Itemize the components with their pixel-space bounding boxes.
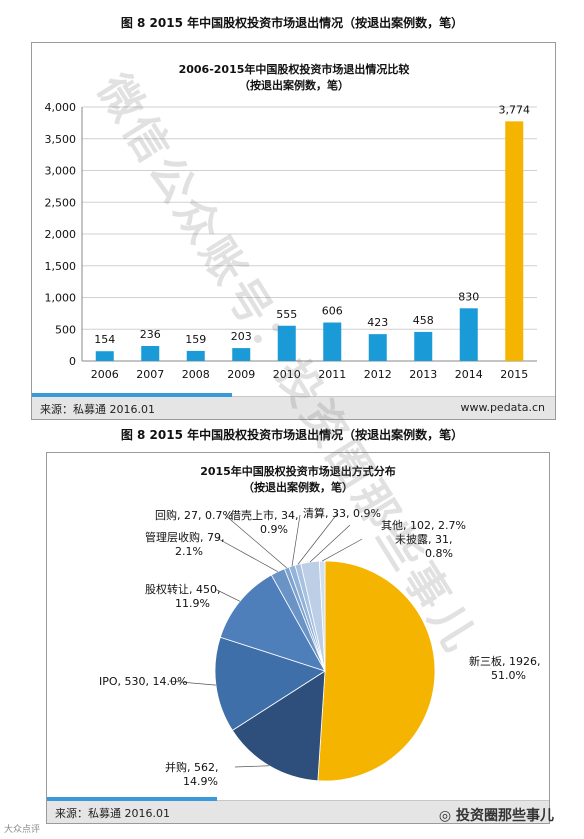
pie-leader-line bbox=[168, 680, 216, 686]
pie-slice-label-pct: 11.9% bbox=[175, 597, 210, 610]
bar bbox=[414, 331, 433, 361]
y-tick-label: 500 bbox=[55, 323, 76, 336]
bar-value-label: 236 bbox=[140, 328, 161, 341]
y-tick-label: 1,500 bbox=[45, 260, 77, 273]
footer-accent-bar bbox=[32, 393, 232, 397]
bar bbox=[323, 322, 342, 361]
bar-value-label: 555 bbox=[276, 308, 297, 321]
pie-leader-line bbox=[214, 588, 241, 602]
bar bbox=[141, 346, 160, 361]
y-tick-label: 3,000 bbox=[45, 165, 77, 178]
pie-chart-panel: 2015年中国股权投资市场退出方式分布 （按退出案例数，笔） 新三板, 1926, 5… bbox=[46, 452, 550, 824]
pie-slice-label: 其他, 102, 2.7% bbox=[381, 519, 466, 532]
pie-leader-line bbox=[297, 512, 339, 565]
x-tick-label: 2012 bbox=[364, 368, 392, 381]
pie-leader-line bbox=[234, 765, 270, 768]
pie-chart: 2015年中国股权投资市场退出方式分布 （按退出案例数，笔） 新三板, 1926,5… bbox=[99, 464, 540, 788]
bar-value-label: 154 bbox=[94, 333, 115, 346]
pie-slice-label: 并购, 562, bbox=[165, 760, 219, 774]
figure-title-top: 图 8 2015 年中国股权投资市场退出情况（按退出案例数，笔） bbox=[120, 16, 464, 30]
x-tick-label: 2015 bbox=[500, 368, 528, 381]
pie-slice bbox=[318, 560, 326, 672]
bar-value-label: 423 bbox=[367, 316, 388, 329]
bar-chart-title: 2006-2015年中国股权投资市场退出情况比较 bbox=[179, 62, 410, 76]
y-tick-label: 1,000 bbox=[45, 292, 77, 305]
pie-leader-line bbox=[214, 536, 278, 572]
pie-slice bbox=[317, 560, 436, 782]
pie-slice-label: 借壳上市, 34, bbox=[230, 508, 299, 522]
pie-slice-label: 股权转让, 450, bbox=[145, 582, 221, 596]
bar-value-label: 606 bbox=[322, 305, 343, 318]
pie-leader-line bbox=[291, 514, 301, 567]
x-tick-label: 2011 bbox=[318, 368, 346, 381]
pie-slice bbox=[231, 670, 326, 782]
footer-accent-pie bbox=[47, 797, 217, 801]
pie-slice-label: IPO, 530, 14.0% bbox=[99, 675, 187, 688]
bar bbox=[505, 121, 524, 361]
pie-chart-title: 2015年中国股权投资市场退出方式分布 bbox=[200, 464, 396, 478]
bar-source-label: 来源：私募通 2016.01 bbox=[40, 403, 155, 416]
pie-slice bbox=[214, 636, 326, 731]
wechat-icon: ◎ bbox=[438, 808, 456, 824]
y-tick-label: 2,500 bbox=[45, 196, 77, 209]
bar-chart: 2006-2015年中国股权投资市场退出情况比较 （按退出案例数，笔） 0 500 1,… bbox=[45, 62, 537, 381]
bar-value-label: 159 bbox=[185, 333, 206, 346]
x-tick-label: 2014 bbox=[455, 368, 483, 381]
pie-panel-footer: 来源：私募通 2016.01 bbox=[47, 797, 549, 823]
pie-slice-label: 新三板, 1926, bbox=[469, 654, 540, 668]
bar-chart-subtitle: （按退出案例数，笔） bbox=[239, 78, 349, 92]
pie-slice-label: 回购, 27, 0.7% bbox=[155, 508, 233, 522]
pie-leader-line bbox=[224, 514, 287, 569]
wechat-brand: ◎ 投资圈那些事儿 bbox=[439, 805, 554, 825]
x-tick-label: 2009 bbox=[227, 368, 255, 381]
pie-source-label: 来源：私募通 2016.01 bbox=[55, 807, 170, 820]
bar-panel-footer: 来源：私募通 2016.01 www.pedata.cn bbox=[32, 393, 555, 419]
x-tick-label: 2006 bbox=[91, 368, 119, 381]
pie-slice-label-pct: 0.8% bbox=[425, 547, 453, 560]
pie-slice-label-pct: 51.0% bbox=[491, 669, 526, 682]
y-tick-label: 4,000 bbox=[45, 101, 77, 114]
y-tick-label: 2,000 bbox=[45, 228, 77, 241]
bar bbox=[459, 308, 478, 361]
site-label: www.pedata.cn bbox=[460, 401, 545, 414]
pie-slice-label-pct: 14.9% bbox=[183, 775, 218, 788]
bar-value-label: 458 bbox=[413, 314, 434, 327]
y-tick-label: 3,500 bbox=[45, 133, 77, 146]
bar bbox=[186, 350, 205, 361]
pie-slice-label-pct: 2.1% bbox=[175, 545, 203, 558]
pie-leader-line bbox=[321, 538, 363, 562]
y-tick-label: 0 bbox=[69, 355, 76, 368]
bar bbox=[95, 351, 114, 361]
bar bbox=[368, 334, 387, 361]
bar-value-label: 3,774 bbox=[499, 103, 531, 116]
pie-slice-label-pct: 0.9% bbox=[260, 523, 288, 536]
pie-chart-subtitle: （按退出案例数，笔） bbox=[243, 480, 353, 494]
x-tick-label: 2007 bbox=[136, 368, 164, 381]
corner-mark: 大众点评 bbox=[4, 825, 41, 835]
pie-slice-label: 管理层收购, 79, bbox=[145, 530, 225, 544]
pie-slice-label: 未披露, 31, bbox=[395, 532, 453, 546]
bar bbox=[277, 325, 296, 361]
figure-title-mid: 图 8 2015 年中国股权投资市场退出情况（按退出案例数，笔） bbox=[120, 428, 464, 442]
x-tick-label: 2008 bbox=[182, 368, 210, 381]
bar bbox=[232, 348, 251, 361]
x-tick-label: 2010 bbox=[273, 368, 301, 381]
bar-value-label: 830 bbox=[458, 290, 479, 303]
pie-leader-line bbox=[309, 524, 351, 563]
pie-slice-label: 清算, 33, 0.9% bbox=[303, 506, 381, 520]
wechat-brand-label: 投资圈那些事儿 bbox=[456, 808, 554, 824]
bar-value-label: 203 bbox=[231, 330, 252, 343]
bar-chart-panel: 2006-2015年中国股权投资市场退出情况比较 （按退出案例数，笔） 0 500 1,… bbox=[31, 42, 556, 420]
x-tick-label: 2013 bbox=[409, 368, 437, 381]
